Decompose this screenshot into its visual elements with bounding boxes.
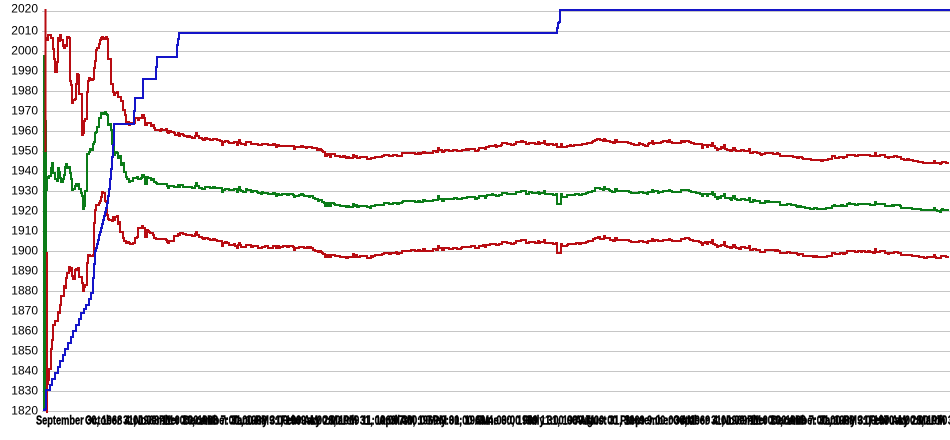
svg-text:February 28, 1970 11:00:00 AM: February 28, 1970 11:00:00 AM [869, 414, 950, 428]
svg-text:November 30, 1969 7:00:00 PM: November 30, 1969 7:00:00 PM [722, 414, 857, 428]
svg-text:1860: 1860 [11, 324, 38, 338]
svg-text:1990: 1990 [11, 64, 38, 78]
svg-text:1940: 1940 [11, 164, 38, 178]
svg-text:2020: 2020 [11, 2, 38, 16]
svg-text:1960: 1960 [11, 124, 38, 138]
svg-text:December 31, 1968 9:00:00 AM: December 31, 1968 9:00:00 AM [183, 414, 318, 428]
svg-text:1900: 1900 [11, 244, 38, 258]
svg-text:1830: 1830 [11, 384, 38, 398]
svg-text:July 31, 1969 7:00:00 PM: July 31, 1969 7:00:00 PM [526, 414, 634, 428]
svg-text:January 31, 1969 4:00:00 PM: January 31, 1969 4:00:00 PM [232, 414, 357, 428]
svg-text:September 30, 1969 4:00:00 PM: September 30, 1969 4:00:00 PM [624, 414, 761, 428]
svg-text:1870: 1870 [11, 304, 38, 318]
svg-text:1930: 1930 [11, 184, 38, 198]
svg-text:1910: 1910 [11, 224, 38, 238]
svg-text:1950: 1950 [11, 144, 38, 158]
svg-text:February 28, 1969 11:00:00 AM: February 28, 1969 11:00:00 AM [281, 414, 415, 428]
svg-text:June 30, 1969 11:00:00 AM: June 30, 1969 11:00:00 AM [477, 414, 594, 428]
svg-text:1880: 1880 [11, 284, 38, 298]
svg-text:2000: 2000 [11, 44, 38, 58]
svg-text:March 31, 1970 7:00:00 PM: March 31, 1970 7:00:00 PM [918, 414, 950, 428]
svg-text:1970: 1970 [11, 104, 38, 118]
svg-text:November 30, 1968 7:00:00 PM: November 30, 1968 7:00:00 PM [134, 414, 269, 428]
svg-text:January 31, 1970 4:00:00 PM: January 31, 1970 4:00:00 PM [820, 414, 945, 428]
svg-text:March 31, 1969 7:00:00 PM: March 31, 1969 7:00:00 PM [330, 414, 447, 428]
svg-text:August 31, 1969 9:00:00 AM: August 31, 1969 9:00:00 AM [575, 414, 695, 428]
svg-text:October 31, 1968 11:00:00 AM: October 31, 1968 11:00:00 AM [85, 414, 215, 428]
svg-text:1850: 1850 [11, 344, 38, 358]
svg-text:1920: 1920 [11, 204, 38, 218]
svg-text:December 31, 1969 9:00:00 AM: December 31, 1969 9:00:00 AM [771, 414, 906, 428]
svg-text:April 30, 1969 9:00:00 AM: April 30, 1969 9:00:00 AM [379, 414, 489, 428]
svg-text:May 31, 1969 4:00:00 PM: May 31, 1969 4:00:00 PM [428, 414, 537, 428]
svg-text:October 31, 1969 11:00:00 AM: October 31, 1969 11:00:00 AM [673, 414, 803, 428]
svg-text:1840: 1840 [11, 364, 38, 378]
svg-text:1980: 1980 [11, 84, 38, 98]
svg-text:2010: 2010 [11, 24, 38, 38]
svg-text:1890: 1890 [11, 264, 38, 278]
svg-text:September 30, 1968 4:00:00 PM: September 30, 1968 4:00:00 PM [36, 414, 173, 428]
svg-text:1820: 1820 [11, 404, 38, 418]
